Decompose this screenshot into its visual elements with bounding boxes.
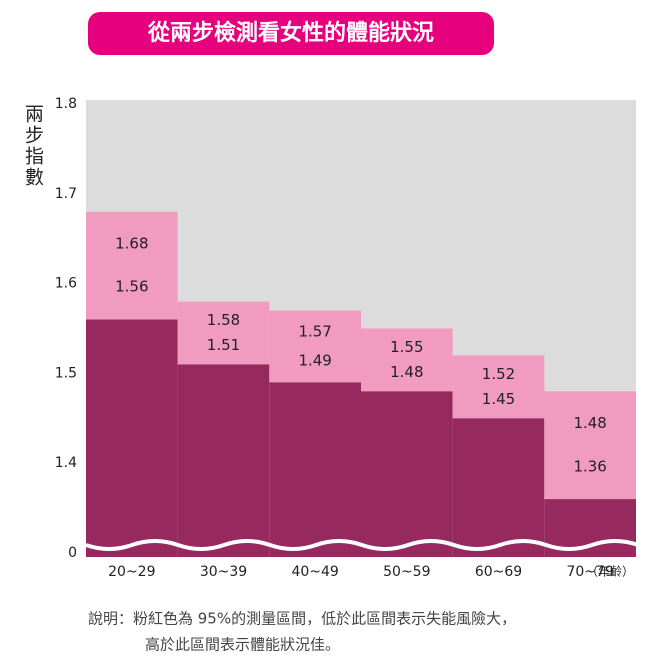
value-label: 1.48 [390,363,423,381]
value-label: 1.49 [298,351,331,369]
value-label: 1.68 [115,235,148,253]
x-tick-label: 70~79 [566,564,613,580]
y-tick-label: 1.8 [55,96,77,112]
x-tick-label: 40~49 [291,564,338,580]
y-tick-label: 1.6 [55,276,77,292]
range-band [544,391,636,500]
value-label: 1.51 [207,336,240,354]
range-band [361,328,453,392]
value-label: 1.56 [115,278,148,296]
value-label: 1.48 [573,414,606,432]
low-bar [361,391,453,557]
y-tick-label: 1.4 [55,455,77,471]
value-label: 1.36 [573,457,606,475]
axis-break [85,539,639,551]
x-tick-label: 20~29 [108,564,155,580]
note: 高於此區間表示體能狀況佳。 [145,636,340,654]
low-bar [86,319,178,557]
range-band [269,310,361,383]
low-bar [177,364,270,557]
title-box [88,12,494,55]
range-band [452,355,545,419]
x-tick-label: 50~59 [383,564,430,580]
y-tick-label: 0 [68,545,77,561]
value-label: 1.57 [298,323,331,341]
range-band [177,301,270,365]
y-tick-label: 1.7 [55,186,77,202]
y-axis-label: 兩步指數 [22,104,44,188]
x-tick-label: 30~39 [200,564,247,580]
y-tick-label: 1.5 [55,365,77,381]
value-label: 1.52 [482,365,515,383]
value-label: 1.58 [207,311,240,329]
x-unit: （年齡） [586,565,634,579]
value-label: 1.55 [390,338,423,356]
chart-title: 從兩步檢測看女性的體能狀況 [147,20,434,46]
value-label: 1.45 [482,390,515,408]
low-bar [452,418,545,557]
x-tick-label: 60~69 [475,564,522,580]
low-bar [269,382,361,557]
note: 說明：粉紅色為 95%的測量區間，低於此區間表示失能風險大， [88,610,516,628]
range-band [86,211,178,320]
